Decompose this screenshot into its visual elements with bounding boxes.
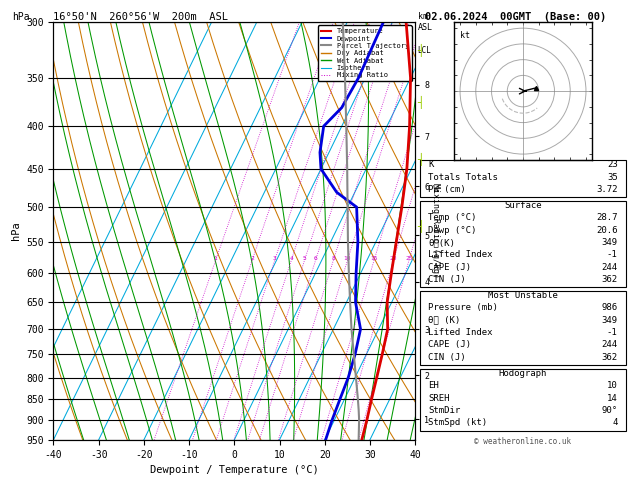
Text: 25: 25 [405, 256, 413, 261]
Text: 4: 4 [289, 256, 293, 261]
Text: 1: 1 [214, 256, 217, 261]
Text: Surface: Surface [504, 201, 542, 210]
Text: 10: 10 [343, 256, 351, 261]
Text: LCL: LCL [417, 46, 431, 55]
Text: kt: kt [460, 31, 470, 40]
Text: Lifted Index: Lifted Index [428, 328, 493, 337]
Legend: Temperature, Dewpoint, Parcel Trajectory, Dry Adiabat, Wet Adiabat, Isotherm, Mi: Temperature, Dewpoint, Parcel Trajectory… [318, 25, 411, 81]
Text: ┤: ┤ [417, 96, 424, 109]
Text: 8: 8 [331, 256, 335, 261]
Text: 5: 5 [303, 256, 306, 261]
Text: Temp (°C): Temp (°C) [428, 213, 477, 223]
Text: CIN (J): CIN (J) [428, 275, 466, 284]
Text: -1: -1 [607, 328, 618, 337]
Text: -1: -1 [607, 250, 618, 260]
Text: Pressure (mb): Pressure (mb) [428, 303, 498, 312]
Text: © weatheronline.co.uk: © weatheronline.co.uk [474, 437, 572, 446]
Text: 244: 244 [601, 263, 618, 272]
Text: 15: 15 [370, 256, 377, 261]
Text: 6: 6 [313, 256, 317, 261]
Text: Most Unstable: Most Unstable [488, 291, 558, 300]
Text: 28.7: 28.7 [596, 213, 618, 223]
Text: 23: 23 [607, 160, 618, 170]
Y-axis label: Mixing Ratio (g/kg): Mixing Ratio (g/kg) [431, 183, 440, 278]
Text: 35: 35 [607, 173, 618, 182]
Text: 3.72: 3.72 [596, 185, 618, 194]
Bar [420, 291, 626, 365]
X-axis label: Dewpoint / Temperature (°C): Dewpoint / Temperature (°C) [150, 465, 319, 475]
Text: 20: 20 [389, 256, 397, 261]
Text: Lifted Index: Lifted Index [428, 250, 493, 260]
Text: 349: 349 [601, 316, 618, 325]
Text: CAPE (J): CAPE (J) [428, 263, 471, 272]
Text: 362: 362 [601, 275, 618, 284]
Text: PW (cm): PW (cm) [428, 185, 466, 194]
Text: 14: 14 [607, 394, 618, 402]
Text: CIN (J): CIN (J) [428, 353, 466, 362]
Text: Hodograph: Hodograph [499, 369, 547, 378]
Bar [420, 160, 626, 197]
Text: km
ASL: km ASL [418, 12, 433, 32]
Text: ┤: ┤ [417, 220, 424, 233]
Text: 2: 2 [250, 256, 253, 261]
Text: 986: 986 [601, 303, 618, 312]
Text: Dewp (°C): Dewp (°C) [428, 226, 477, 235]
Bar [420, 201, 626, 287]
Text: 3: 3 [272, 256, 276, 261]
Text: 362: 362 [601, 353, 618, 362]
Y-axis label: hPa: hPa [11, 222, 21, 240]
Text: 16°50'N  260°56'W  200m  ASL: 16°50'N 260°56'W 200m ASL [53, 12, 228, 22]
Text: K: K [428, 160, 434, 170]
Text: 02.06.2024  00GMT  (Base: 00): 02.06.2024 00GMT (Base: 00) [425, 12, 606, 22]
Text: θᴄ (K): θᴄ (K) [428, 316, 460, 325]
Text: 4: 4 [612, 418, 618, 427]
Bar [420, 369, 626, 431]
Text: Totals Totals: Totals Totals [428, 173, 498, 182]
Text: ┤: ┤ [417, 153, 424, 166]
Text: 10: 10 [607, 381, 618, 390]
Text: θᴄ(K): θᴄ(K) [428, 238, 455, 247]
Text: StmDir: StmDir [428, 406, 460, 415]
Text: 20.6: 20.6 [596, 226, 618, 235]
Text: 349: 349 [601, 238, 618, 247]
Text: SREH: SREH [428, 394, 450, 402]
Text: StmSpd (kt): StmSpd (kt) [428, 418, 487, 427]
Text: hPa: hPa [13, 12, 30, 22]
Text: ┤: ┤ [417, 44, 424, 57]
Text: 90°: 90° [601, 406, 618, 415]
Text: 244: 244 [601, 341, 618, 349]
Text: CAPE (J): CAPE (J) [428, 341, 471, 349]
Text: EH: EH [428, 381, 439, 390]
